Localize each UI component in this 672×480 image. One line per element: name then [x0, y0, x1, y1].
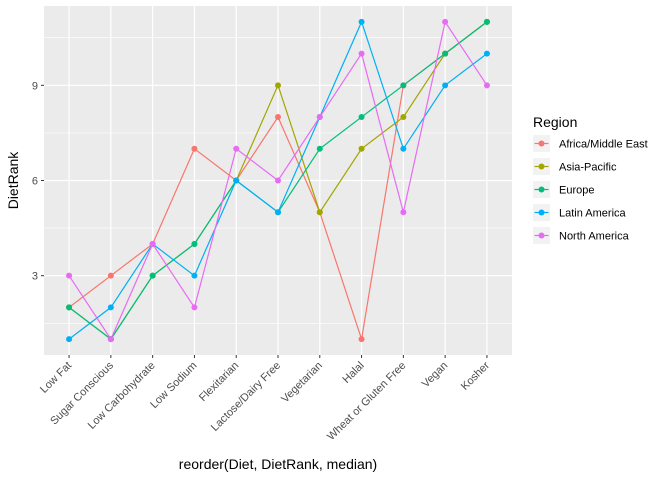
data-point — [442, 82, 449, 89]
data-point — [316, 145, 323, 152]
data-point — [358, 50, 365, 57]
data-point — [316, 114, 323, 121]
data-point — [442, 50, 449, 57]
data-point — [233, 177, 240, 184]
data-point — [400, 82, 407, 89]
data-point — [66, 304, 73, 311]
data-point — [66, 336, 73, 343]
y-tick-label: 9 — [32, 80, 38, 92]
legend-items: Africa/Middle East Asia-Pacific Europe Lati… — [533, 135, 648, 244]
data-point — [275, 82, 281, 89]
data-point — [358, 114, 365, 121]
legend-label: Africa/Middle East — [559, 139, 648, 151]
legend-label: North America — [559, 231, 630, 243]
y-axis-title: DietRank — [5, 151, 21, 210]
data-point — [358, 18, 365, 25]
legend-label: Asia-Pacific — [559, 162, 617, 174]
data-point — [400, 209, 407, 216]
data-point — [316, 209, 323, 216]
data-point — [149, 272, 156, 279]
legend-key-point — [538, 186, 545, 193]
legend-label: Europe — [559, 185, 594, 197]
data-point — [191, 240, 198, 247]
legend-key-point — [538, 140, 545, 147]
x-axis-title: reorder(Diet, DietRank, median) — [179, 456, 377, 472]
data-point — [358, 336, 365, 343]
data-point — [66, 272, 73, 279]
data-point — [149, 240, 156, 247]
legend-key-point — [538, 232, 545, 239]
data-point — [233, 145, 240, 152]
data-point — [275, 177, 281, 184]
data-point — [483, 82, 490, 89]
data-point — [275, 114, 281, 121]
data-point — [275, 209, 281, 216]
legend-title: Region — [533, 114, 577, 130]
data-point — [191, 145, 198, 152]
series-points — [66, 18, 490, 343]
data-point — [107, 336, 114, 343]
data-point — [400, 114, 407, 121]
data-point — [107, 272, 114, 279]
legend-label: Latin America — [559, 208, 627, 220]
y-axis: 3 6 9 — [32, 80, 44, 283]
data-point — [442, 18, 449, 25]
data-point — [400, 145, 407, 152]
data-point — [358, 145, 365, 152]
data-point — [191, 304, 198, 311]
legend-key-point — [538, 209, 545, 216]
y-tick-label: 3 — [32, 271, 38, 283]
data-point — [191, 272, 198, 279]
data-point — [107, 304, 114, 311]
legend-key-point — [538, 163, 545, 170]
legend: Region Africa/Middle East Asia-Pacific Eur… — [533, 114, 648, 244]
data-point — [483, 50, 490, 57]
y-tick-label: 6 — [32, 176, 38, 188]
data-point — [483, 18, 490, 25]
